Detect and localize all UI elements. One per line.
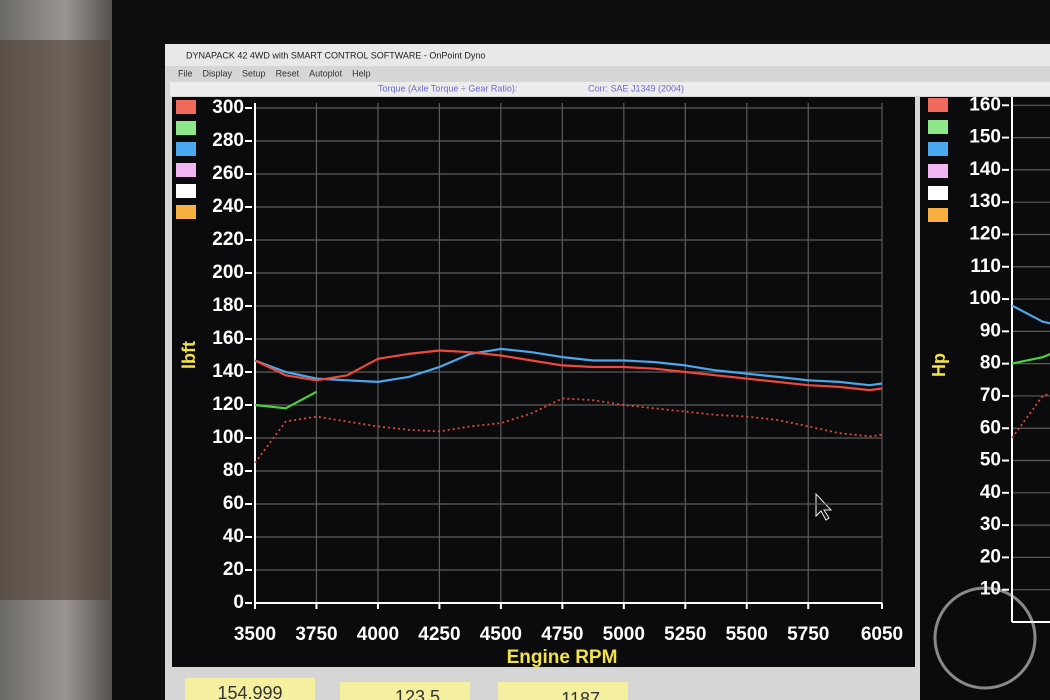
y-tick-label: 50	[980, 450, 1001, 471]
y-tick-label: 120	[969, 223, 1001, 244]
menu-bar: File Display Setup Reset Autoplot Help	[178, 68, 371, 78]
swatch	[176, 142, 196, 156]
data-line	[1011, 352, 1050, 365]
y-tick-label: 100	[969, 288, 1001, 309]
menu-item: Help	[352, 68, 371, 78]
y-tick-label: 140	[969, 159, 1001, 180]
x-tick-label: 6050	[861, 624, 903, 645]
x-tick-label: 4750	[541, 624, 583, 645]
y-tick-label: 110	[970, 256, 1001, 277]
y-tick-label: 130	[969, 191, 1001, 212]
y-tick-label: 280	[212, 130, 244, 151]
y-tick-label: 20	[223, 559, 244, 580]
plots: 0 20 40 60 80 100 120 140 160 180 200 220 240 260 280 3…	[179, 94, 1050, 668]
y-tick-label: 100	[212, 427, 244, 448]
chart: 0 20 40 60 80 100 120 140 160 180 200 220 240 260 280 3…	[179, 97, 903, 645]
readout-box	[340, 682, 470, 700]
menu-item: Setup	[242, 68, 266, 78]
readout: 154.999	[217, 683, 282, 700]
y-axis-label: Hp	[929, 353, 949, 377]
y-tick-label: 0	[233, 592, 244, 613]
x-tick-label: 4250	[418, 624, 460, 645]
swatch	[176, 184, 196, 198]
y-tick-label: 180	[212, 295, 244, 316]
x-tick-label: 4000	[357, 624, 399, 645]
y-tick-label: 240	[212, 196, 244, 217]
y-tick-label: 200	[212, 262, 244, 283]
menu-item: Display	[203, 68, 233, 78]
y-tick-label: 80	[223, 460, 244, 481]
y-tick-label: 40	[980, 482, 1001, 503]
swatch	[928, 98, 948, 112]
x-tick-label: 5500	[726, 624, 768, 645]
swatch	[928, 120, 948, 134]
header-text: Corr: SAE J1349 (2004)	[588, 83, 684, 93]
header-text: Torque (Axle Torque ÷ Gear Ratio):	[378, 83, 517, 93]
data-line	[254, 390, 318, 410]
swatch	[928, 208, 948, 222]
data-line	[254, 349, 883, 392]
swatch	[176, 121, 196, 135]
y-tick-label: 260	[212, 163, 244, 184]
x-tick-label: 5750	[787, 624, 829, 645]
menu-item: Reset	[276, 68, 300, 78]
data-line	[254, 397, 883, 464]
y-tick-label: 150	[969, 127, 1001, 148]
plot-panel	[172, 97, 915, 667]
x-tick-label: 3750	[295, 624, 337, 645]
x-tick-label: 5000	[603, 624, 645, 645]
y-tick-label: 160	[969, 94, 1001, 115]
y-tick-label: 60	[223, 493, 244, 514]
y-tick-label: 80	[980, 353, 1001, 374]
readout-box	[185, 678, 315, 700]
y-tick-label: 140	[212, 361, 244, 382]
swatch	[176, 205, 196, 219]
y-tick-label: 160	[212, 328, 244, 349]
swatch	[928, 142, 948, 156]
data-line	[254, 347, 883, 387]
mouse-cursor	[815, 492, 833, 521]
y-tick-label: 300	[212, 97, 244, 118]
x-tick-label: 4500	[480, 624, 522, 645]
title-bar	[165, 44, 1050, 66]
readout: 123.5	[395, 687, 440, 700]
y-tick-label: 40	[223, 526, 244, 547]
y-tick-label: 90	[980, 320, 1001, 341]
readout: 1187	[561, 689, 600, 700]
header-bar	[170, 82, 1050, 96]
watermark	[933, 586, 1037, 690]
swatch	[176, 100, 196, 114]
y-tick-label: 60	[980, 417, 1001, 438]
x-axis-label: Engine RPM	[507, 647, 618, 668]
background-object	[0, 40, 110, 600]
x-tick-label: 5250	[664, 624, 706, 645]
y-tick-label: 70	[980, 385, 1001, 406]
swatch	[928, 186, 948, 200]
legend-swatches	[176, 98, 948, 222]
y-tick-label: 220	[212, 229, 244, 250]
y-tick-label: 30	[980, 514, 1001, 535]
y-tick-label: 120	[212, 394, 244, 415]
x-tick-label: 3500	[234, 624, 276, 645]
window-title: DYNAPACK 42 4WD with SMART CONTROL SOFTW…	[186, 50, 485, 60]
swatch	[176, 163, 196, 177]
y-tick-label: 20	[980, 546, 1001, 567]
chart: 102030405060708090100110120130140150160H…	[929, 94, 1050, 623]
y-axis-label: lbft	[179, 341, 199, 369]
swatch	[928, 164, 948, 178]
menu-item: File	[178, 68, 193, 78]
data-line	[1011, 304, 1050, 325]
readout-box	[498, 682, 628, 700]
menu-item: Autoplot	[309, 68, 343, 78]
